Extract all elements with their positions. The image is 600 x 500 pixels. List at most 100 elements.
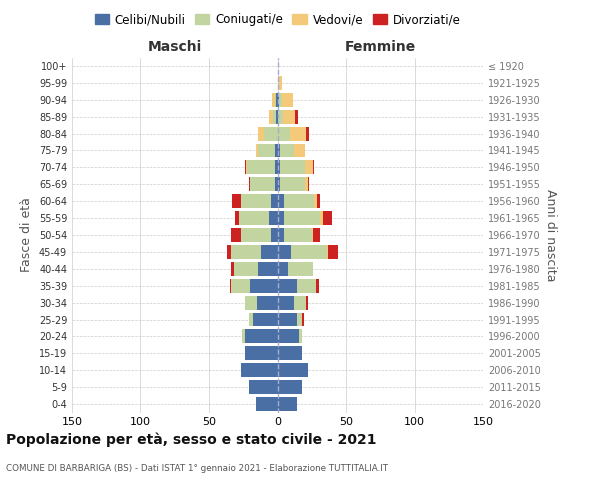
Bar (232, 194, 241, 208)
Bar (280, 144, 294, 158)
Bar (278, 110, 283, 124)
Bar (281, 93, 293, 106)
Text: Popolazione per età, sesso e stato civile - 2021: Popolazione per età, sesso e stato civil… (6, 432, 377, 447)
Text: COMUNE DI BARBARIGA (BS) - Dati ISTAT 1° gennaio 2021 - Elaborazione TUTTITALIA.: COMUNE DI BARBARIGA (BS) - Dati ISTAT 1°… (6, 464, 388, 473)
Bar (271, 194, 278, 208)
Bar (280, 160, 305, 174)
Bar (249, 380, 278, 394)
Bar (246, 160, 247, 174)
Bar (257, 296, 278, 310)
Bar (279, 93, 281, 106)
Bar (276, 93, 278, 106)
Bar (269, 211, 278, 225)
Bar (233, 262, 259, 276)
Bar (278, 194, 284, 208)
Bar (278, 312, 296, 326)
Bar (259, 126, 264, 140)
Bar (241, 228, 271, 242)
Bar (308, 178, 309, 191)
Bar (275, 93, 276, 106)
Bar (256, 397, 278, 411)
Bar (275, 144, 278, 158)
Bar (284, 194, 314, 208)
Bar (290, 126, 306, 140)
Bar (278, 397, 296, 411)
Bar (227, 245, 231, 259)
Bar (328, 245, 338, 259)
Bar (250, 279, 278, 292)
Bar (264, 126, 278, 140)
Bar (327, 245, 328, 259)
Bar (306, 126, 309, 140)
Bar (269, 110, 274, 124)
Bar (278, 380, 302, 394)
Bar (294, 296, 306, 310)
Legend: Celibi/Nubili, Coniugati/e, Vedovi/e, Divorziati/e: Celibi/Nubili, Coniugati/e, Vedovi/e, Di… (90, 8, 465, 31)
Bar (271, 228, 278, 242)
Bar (314, 194, 317, 208)
Bar (245, 296, 257, 310)
Bar (299, 330, 302, 344)
Bar (249, 312, 253, 326)
Bar (278, 279, 296, 292)
Bar (305, 160, 313, 174)
Bar (245, 330, 278, 344)
Bar (295, 110, 298, 124)
Bar (275, 178, 278, 191)
Bar (278, 245, 291, 259)
Bar (306, 296, 308, 310)
Bar (247, 160, 275, 174)
Bar (272, 93, 275, 106)
Bar (274, 110, 276, 124)
Bar (231, 262, 233, 276)
Text: Femmine: Femmine (344, 40, 416, 54)
Bar (296, 312, 302, 326)
Bar (231, 228, 241, 242)
Bar (249, 178, 250, 191)
Bar (253, 312, 278, 326)
Bar (239, 211, 269, 225)
Bar (280, 178, 305, 191)
Bar (278, 262, 289, 276)
Bar (278, 178, 280, 191)
Bar (259, 262, 278, 276)
Bar (278, 76, 279, 90)
Bar (316, 279, 319, 292)
Bar (323, 211, 332, 225)
Bar (291, 245, 327, 259)
Bar (275, 160, 278, 174)
Bar (284, 228, 312, 242)
Bar (320, 211, 323, 225)
Bar (278, 330, 299, 344)
Bar (245, 346, 278, 360)
Bar (279, 76, 281, 90)
Bar (278, 211, 284, 225)
Bar (278, 346, 302, 360)
Bar (259, 144, 275, 158)
Bar (278, 126, 290, 140)
Bar (276, 110, 278, 124)
Bar (278, 296, 294, 310)
Bar (235, 211, 239, 225)
Bar (256, 144, 259, 158)
Y-axis label: Anni di nascita: Anni di nascita (544, 188, 557, 281)
Bar (231, 245, 261, 259)
Bar (302, 312, 304, 326)
Bar (312, 228, 313, 242)
Text: Maschi: Maschi (148, 40, 202, 54)
Bar (241, 364, 278, 377)
Bar (278, 144, 280, 158)
Bar (278, 160, 280, 174)
Bar (317, 194, 320, 208)
Bar (278, 228, 284, 242)
Bar (241, 194, 271, 208)
Bar (313, 160, 314, 174)
Y-axis label: Fasce di età: Fasce di età (20, 198, 33, 272)
Bar (245, 160, 246, 174)
Bar (283, 110, 295, 124)
Bar (242, 330, 245, 344)
Bar (230, 279, 231, 292)
Bar (231, 279, 250, 292)
Bar (305, 178, 308, 191)
Bar (296, 279, 316, 292)
